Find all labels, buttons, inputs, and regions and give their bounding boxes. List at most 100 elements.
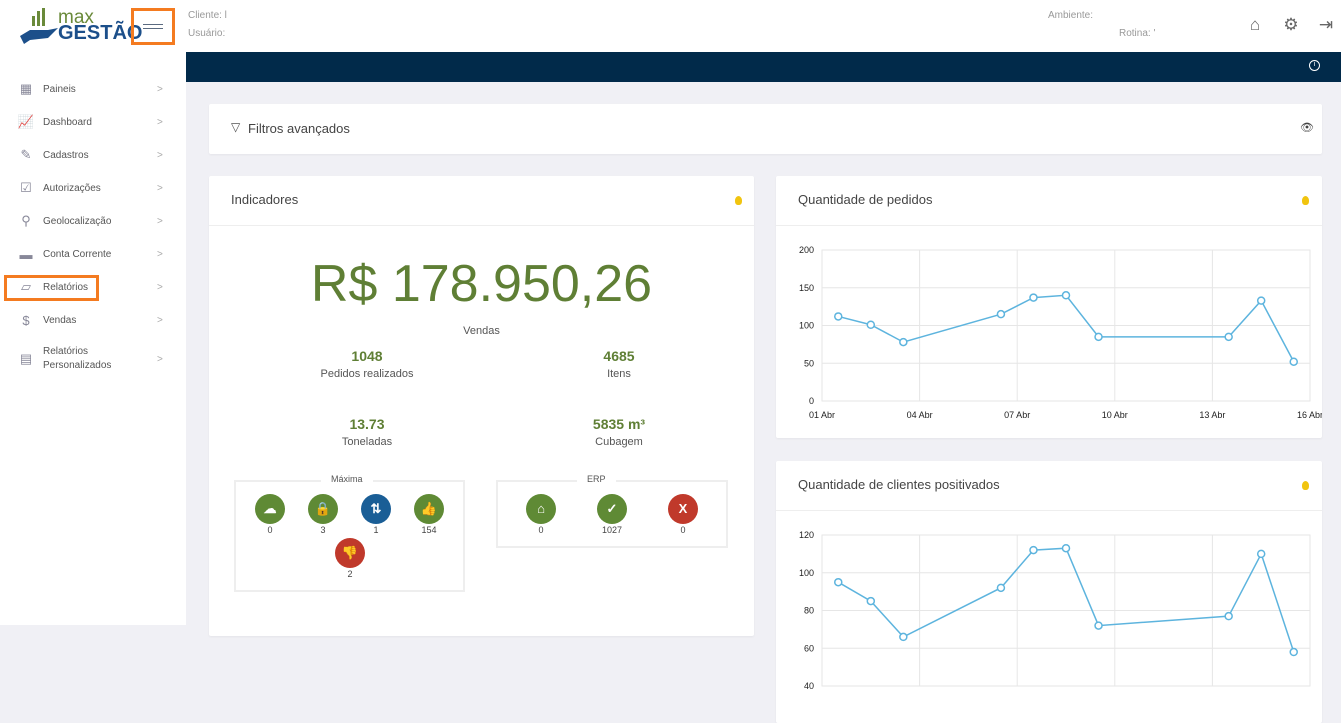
erp-label: ERP: [577, 474, 616, 484]
pedidos-chart-card: Quantidade de pedidos 0 50 100 150 200 01 Abr…: [776, 176, 1322, 438]
chevron-right-icon: >: [157, 353, 163, 365]
home-icon[interactable]: ⌂: [1249, 15, 1261, 34]
stat-value: 13.73: [349, 416, 385, 432]
stat-value: 5835 m³: [592, 416, 646, 432]
data-point: [1094, 621, 1103, 630]
total-sales-value: R$ 178.950,26: [310, 255, 653, 313]
y-tick-label: 200: [799, 245, 814, 255]
y-tick-label: 50: [804, 358, 814, 368]
erp-count: 1027: [601, 525, 623, 535]
sidebar-item-label: Dashboard: [43, 116, 92, 128]
eye-icon[interactable]: 👁: [1300, 122, 1314, 134]
logo[interactable]: max GESTÃO: [18, 7, 142, 48]
x-tick-label: 16 Abr: [1297, 410, 1322, 420]
x-tick-label: 01 Abr: [809, 410, 835, 420]
stat-1: 4685 Itens: [519, 348, 719, 382]
data-point: [1029, 293, 1038, 302]
hamburger-icon: [143, 24, 163, 25]
top-bar: i: [186, 52, 1341, 82]
data-point: [1061, 291, 1071, 300]
sidebar-item-geolocalização[interactable]: ⚲ Geolocalização >: [0, 206, 186, 236]
y-tick-label: 120: [799, 530, 814, 540]
warehouse-icon[interactable]: ⌂: [526, 494, 556, 524]
sidebar-item-label: Relatórios Personalizados: [43, 346, 112, 371]
data-point: [834, 577, 843, 587]
map-pin-icon: ⚲: [21, 213, 31, 228]
data-point: [866, 596, 876, 606]
indicadores-card: Indicadores R$ 178.950,26 Vendas 1048 Ped…: [209, 176, 754, 636]
logo-text-bottom: GESTÃO: [58, 22, 143, 44]
sidebar: ▦ Paineis > 📈 Dashboard > ✎ Cadastros > ☑ Autoriza…: [0, 52, 186, 625]
edit-icon: ✎: [20, 147, 32, 162]
document-icon: ▤: [19, 351, 33, 366]
y-tick-label: 80: [804, 606, 814, 616]
menu-toggle-button[interactable]: [131, 8, 175, 45]
data-point: [899, 632, 908, 642]
maxima-group: Máxima ☁ 0 🔒 3 ⇅ 1 👍 154 👎 2: [234, 474, 465, 592]
report-chart-icon: ▱: [21, 279, 31, 294]
logout-icon[interactable]: ⇥: [1318, 15, 1334, 34]
stat-3: 5835 m³ Cubagem: [519, 416, 719, 450]
y-tick-label: 40: [804, 681, 814, 691]
sidebar-item-label: Paineis: [43, 83, 76, 95]
stat-label: Toneladas: [341, 436, 393, 448]
data-point: [1224, 332, 1233, 342]
rotina-label: Rotina: ': [1119, 28, 1156, 39]
data-point: [1256, 296, 1266, 305]
lightbulb-icon[interactable]: [735, 196, 742, 205]
cloud-check-icon[interactable]: ☁: [255, 494, 285, 524]
erp-count: 0: [538, 525, 544, 535]
y-tick-label: 100: [799, 321, 814, 331]
erp-count: 0: [680, 525, 686, 535]
filters-title: Filtros avançados: [248, 121, 350, 136]
sidebar-item-label: Relatórios: [43, 281, 89, 293]
thumbs-up-icon[interactable]: 👍: [414, 494, 444, 524]
erp-group: ERP ⌂ 0 ✓ 1027 X 0: [496, 474, 728, 548]
maxima-label: Máxima: [321, 474, 373, 484]
chart-title: Quantidade de clientes positivados: [798, 477, 1000, 492]
line-chart: 40 60 80 100 120: [799, 530, 1311, 691]
chevron-right-icon: >: [157, 281, 163, 293]
thumbs-down-icon[interactable]: 👎: [335, 538, 365, 568]
chevron-right-icon: >: [157, 182, 163, 194]
data-point: [1029, 545, 1038, 555]
y-tick-label: 0: [809, 396, 814, 406]
sidebar-item-label: Autorizações: [43, 182, 101, 194]
data-point: [834, 312, 843, 321]
data-point: [1224, 611, 1233, 621]
top-header: max GESTÃO Cliente: l Usuário: Ambiente:…: [0, 0, 1341, 52]
sidebar-item-conta-corrente[interactable]: ▬ Conta Corrente >: [0, 239, 186, 269]
check-icon[interactable]: ✓: [597, 494, 627, 524]
sidebar-item-autorizações[interactable]: ☑ Autorizações >: [0, 173, 186, 203]
filters-card[interactable]: ▽ Filtros avançados 👁: [209, 104, 1322, 154]
x-tick-label: 04 Abr: [907, 410, 933, 420]
data-point: [1061, 543, 1071, 553]
sidebar-item-cadastros[interactable]: ✎ Cadastros >: [0, 140, 186, 170]
maxima-count: 2: [347, 569, 353, 579]
sidebar-item-label: Geolocalização: [43, 215, 112, 227]
data-point: [1094, 332, 1103, 342]
data-point: [996, 583, 1006, 593]
data-point: [899, 337, 908, 347]
data-point: [1289, 357, 1298, 366]
chevron-right-icon: >: [157, 116, 163, 128]
settings-gears-icon[interactable]: ⚙: [1283, 15, 1299, 34]
lock-icon[interactable]: 🔒: [308, 494, 338, 524]
info-icon[interactable]: i: [1309, 60, 1320, 71]
usuario-label: Usuário:: [188, 28, 226, 39]
sidebar-item-paineis[interactable]: ▦ Paineis >: [0, 74, 186, 104]
data-point: [1289, 647, 1298, 657]
chart-board-icon: 📈: [17, 114, 35, 129]
sidebar-item-label: Vendas: [43, 314, 77, 326]
sidebar-item-relatórios[interactable]: ▱ Relatórios >: [0, 272, 186, 302]
lightbulb-icon[interactable]: [1302, 481, 1309, 490]
lightbulb-icon[interactable]: [1302, 196, 1309, 205]
highlight-box: [4, 275, 99, 301]
sidebar-item-relatórios-personalizados[interactable]: ▤ Relatórios Personalizados >: [0, 344, 186, 374]
thumbs-mixed-icon[interactable]: ⇅: [361, 494, 391, 524]
sidebar-item-dashboard[interactable]: 📈 Dashboard >: [0, 107, 186, 137]
stat-value: 4685: [603, 348, 635, 364]
sidebar-item-vendas[interactable]: $ Vendas >: [0, 305, 186, 335]
x-icon[interactable]: X: [668, 494, 698, 524]
y-tick-label: 100: [799, 568, 814, 578]
